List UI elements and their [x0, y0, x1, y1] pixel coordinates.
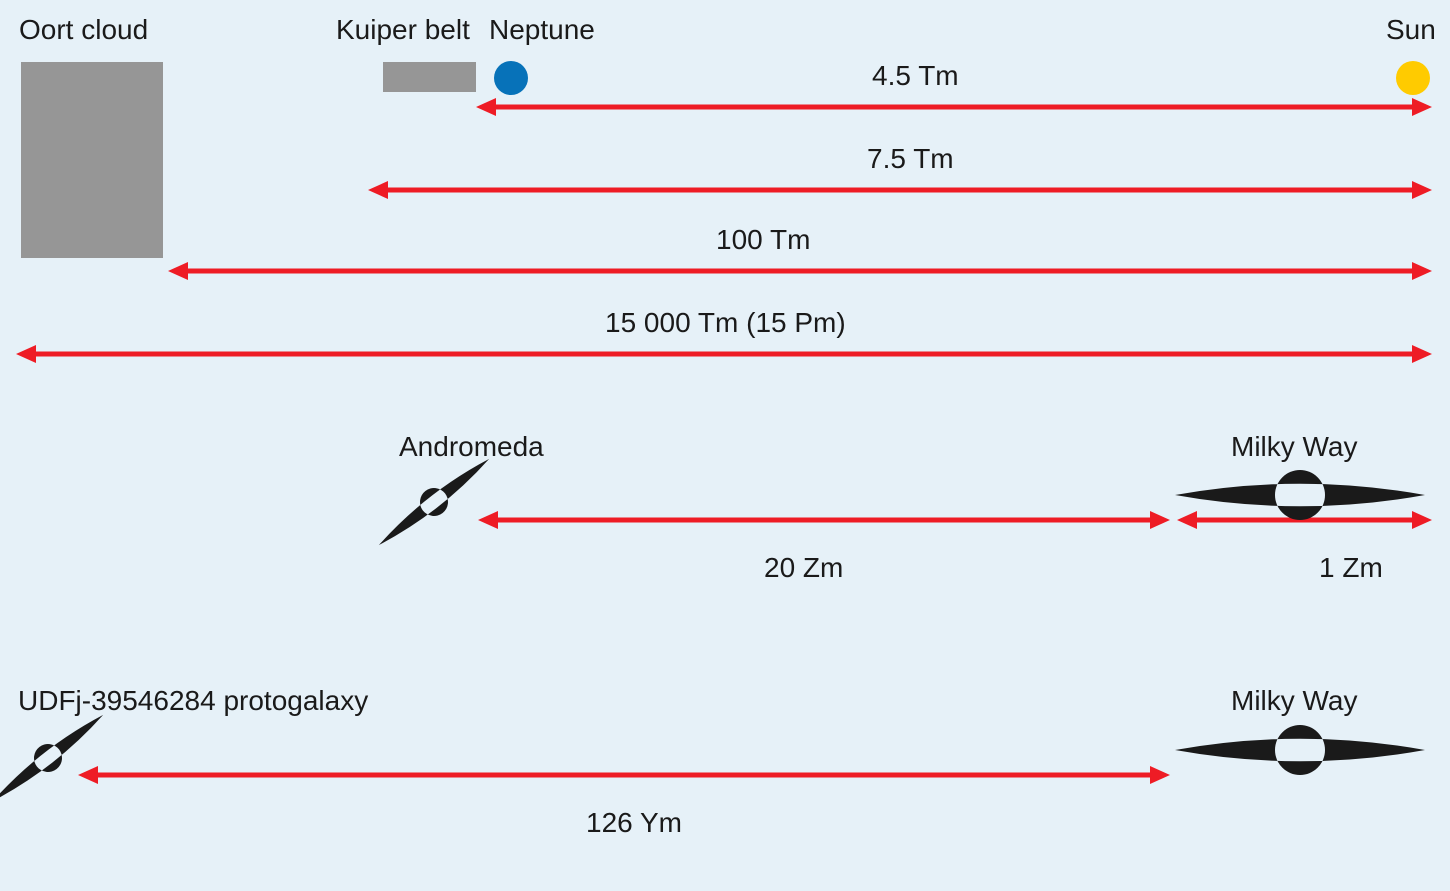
- arrow-udfj-mw: [78, 766, 1170, 784]
- arrow-neptune-sun: [476, 98, 1432, 116]
- udfj-galaxy-icon: [0, 704, 112, 812]
- distance-label-20zm: 20 Zm: [764, 552, 843, 584]
- distance-label-1zm: 1 Zm: [1319, 552, 1383, 584]
- oort-cloud-rect: [21, 62, 163, 258]
- sun-icon: [1396, 61, 1430, 95]
- arrow-oort-inner-sun: [168, 262, 1432, 280]
- udfj-label: UDFj-39546284 protogalaxy: [18, 685, 368, 717]
- distance-label-7-5tm: 7.5 Tm: [867, 143, 954, 175]
- arrow-mw-diameter: [1177, 511, 1432, 529]
- milky-way-label-2: Milky Way: [1231, 685, 1358, 717]
- neptune-label: Neptune: [489, 14, 595, 46]
- sun-label: Sun: [1386, 14, 1436, 46]
- arrow-oort-outer-sun: [16, 345, 1432, 363]
- distance-scale-diagram: Oort cloud Kuiper belt Neptune Sun 4.5 T…: [0, 0, 1450, 891]
- distance-label-126ym: 126 Ym: [586, 807, 682, 839]
- kuiper-belt-label: Kuiper belt: [336, 14, 470, 46]
- andromeda-galaxy-icon: [370, 448, 498, 556]
- distance-label-4-5tm: 4.5 Tm: [872, 60, 959, 92]
- andromeda-label: Andromeda: [399, 431, 544, 463]
- distance-label-15000tm: 15 000 Tm (15 Pm): [605, 307, 846, 339]
- arrow-andromeda-mw: [478, 511, 1170, 529]
- arrow-kuiper-sun: [368, 181, 1432, 199]
- neptune-icon: [494, 61, 528, 95]
- kuiper-belt-rect: [383, 62, 476, 92]
- distance-label-100tm: 100 Tm: [716, 224, 810, 256]
- milkyway-galaxy-icon-2: [1175, 725, 1425, 775]
- oort-cloud-label: Oort cloud: [19, 14, 148, 46]
- milkyway-galaxy-icon-1: [1175, 470, 1425, 520]
- milky-way-label-1: Milky Way: [1231, 431, 1358, 463]
